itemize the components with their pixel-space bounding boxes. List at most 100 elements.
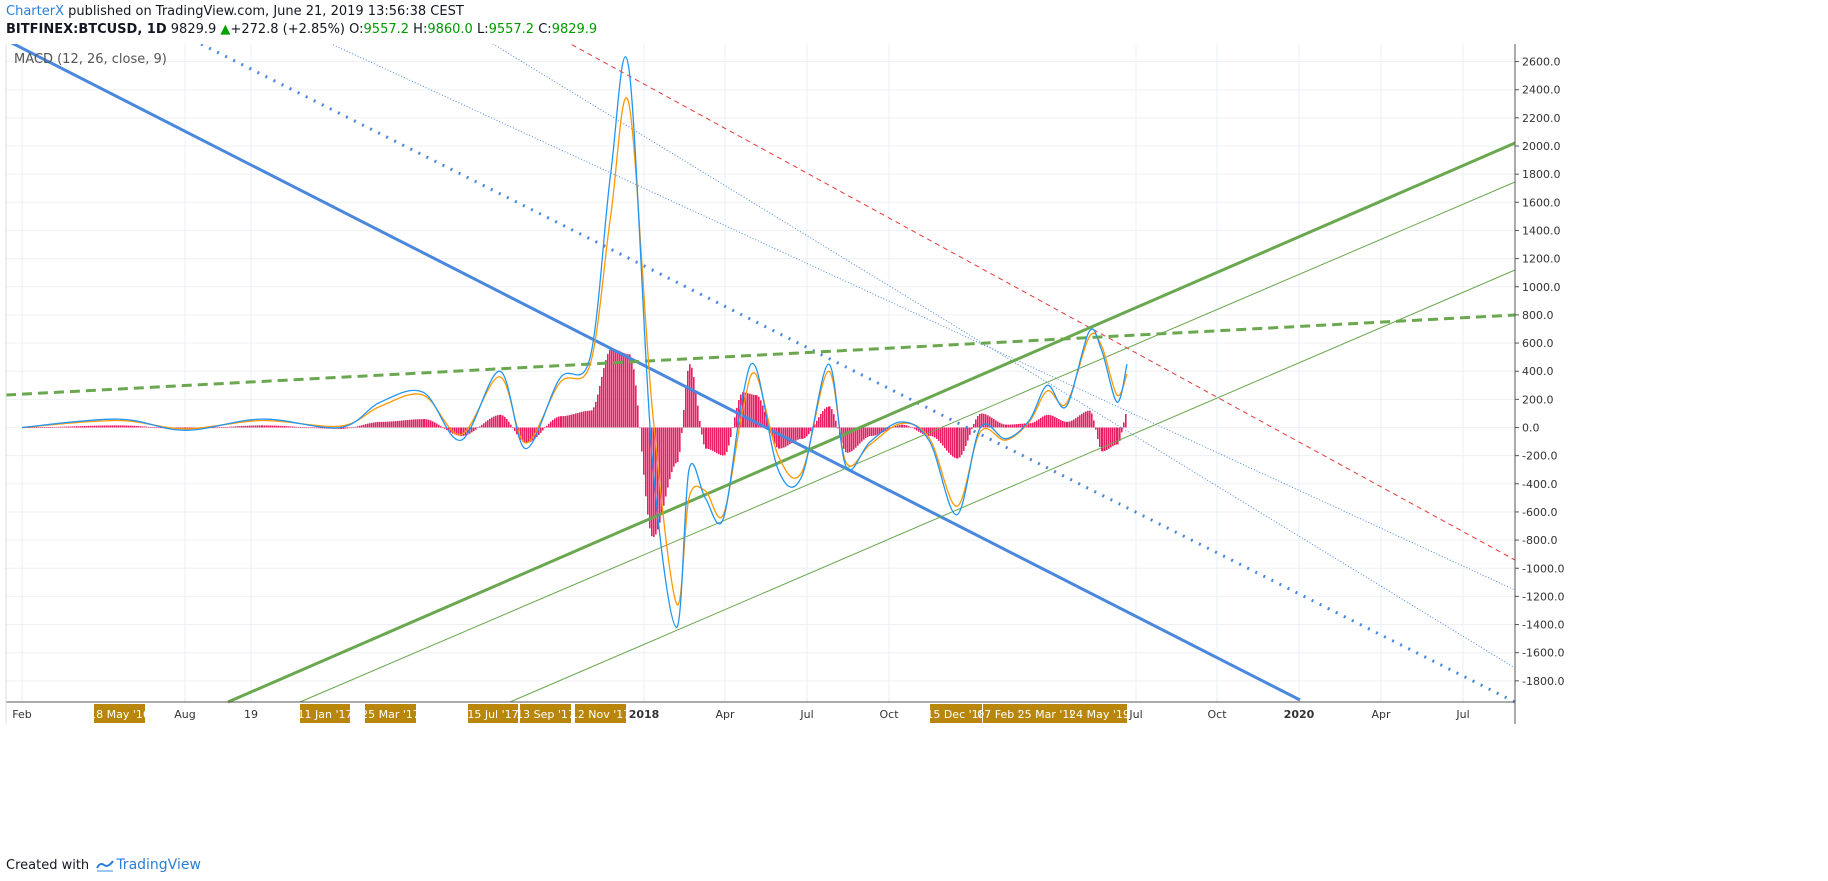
histogram-bar [583,411,585,428]
histogram-bar [479,426,481,428]
green-thin-lower [509,269,1516,703]
histogram-bar [136,426,138,428]
histogram-bar [985,414,987,428]
histogram-bar [94,425,96,428]
histogram-bar [1050,415,1052,428]
histogram-bar [948,427,950,453]
published-text: published on TradingView.com, June 21, 2… [68,4,464,19]
histogram-bar [245,425,247,428]
blue-thin-dotted-mid [492,44,1516,669]
histogram-bar [227,426,229,428]
y-tick-label: -1000.0 [1522,562,1564,575]
histogram-bar [264,425,266,428]
histogram-bar [552,419,554,428]
histogram-bar [1066,421,1068,428]
histogram-bar [58,426,60,428]
histogram-bar [653,427,655,537]
time-scale: Feb Aug 19 2018 Apr Jul Oct Jul Oct 2020 Apr Jul [12,708,1469,721]
histogram-bar [461,427,463,436]
histogram-bar [148,426,150,428]
histogram-bar [663,427,665,506]
histogram-bar [411,419,413,428]
histogram-bar [936,427,938,440]
histogram-bar [100,425,102,428]
histogram-bar [1117,427,1119,445]
histogram-bar [585,411,587,428]
histogram-bar [460,427,462,436]
histogram-bar [789,427,791,445]
y-tick-label: 2400.0 [1522,84,1561,97]
histogram-bar [1044,415,1046,428]
histogram-bar [320,427,322,429]
low-label: L: [476,22,489,37]
histogram-bar [349,427,351,429]
histogram-bar [500,414,502,428]
histogram-bar [918,427,920,432]
histogram-bar [514,427,516,432]
histogram-bar [28,427,30,429]
histogram-bar [506,419,508,428]
histogram-bar [405,420,407,428]
date-labels: 18 May '16 11 Jan '17 25 Mar '17 15 Jul '17… [89,704,1130,723]
histogram-bar [389,421,391,428]
author-link[interactable]: CharterX [6,4,64,19]
histogram-bar [1014,424,1016,428]
histogram-bar [249,425,251,428]
macd-histogram [22,348,1127,537]
histogram-bar [54,426,56,428]
histogram-bar [895,425,897,428]
histogram-bar [1125,413,1127,428]
histogram-bar [681,427,683,433]
histogram-bar [241,426,243,428]
histogram-bar [833,414,835,428]
histogram-bar [708,427,710,450]
histogram-bar [820,413,822,428]
histogram-bar [409,419,411,428]
histogram-bar [689,364,691,428]
histogram-bar [261,425,263,428]
x-tick-label: Apr [1371,708,1391,721]
histogram-bar [593,407,595,428]
histogram-bar [1099,427,1101,447]
histogram-bar [223,427,225,428]
histogram-bar [667,427,669,488]
histogram-bar [983,413,985,428]
histogram-bar [1062,420,1064,428]
histogram-bar [699,420,701,428]
histogram-bar [766,418,768,428]
macd-chart[interactable]: 2600.0 2400.0 2200.0 2000.0 1800.0 1600.0 1400… [0,44,1828,850]
histogram-bar [857,427,859,446]
histogram-bar [577,412,579,428]
histogram-bar [601,376,603,428]
histogram-bar [724,427,726,456]
histogram-bar [432,421,434,428]
tradingview-link[interactable]: TradingView [116,857,201,873]
histogram-bar [989,416,991,428]
histogram-bar [454,427,456,435]
histogram-bar [359,425,361,428]
signal-line [21,97,1128,606]
y-tick-label: 1200.0 [1522,253,1561,266]
histogram-bar [718,427,720,455]
histogram-bar [932,427,934,437]
histogram-bar [434,422,436,428]
histogram-bar [481,424,483,428]
histogram-bar [508,421,510,428]
histogram-bar [375,422,377,428]
histogram-bar [732,427,734,428]
histogram-bar [142,426,144,428]
histogram-bar [308,427,310,429]
histogram-bar [793,427,795,442]
indicator-legend[interactable]: MACD (12, 26, close, 9) [14,52,167,67]
date-label-box [520,704,571,723]
histogram-bar [92,425,94,428]
histogram-bar [637,405,639,428]
close-value: 9829.9 [551,22,598,37]
histogram-bar [1012,424,1014,428]
histogram-bar [993,419,995,428]
histogram-bar [804,427,806,439]
y-tick-label: -600.0 [1522,506,1557,519]
macd-line [21,56,1128,629]
histogram-bar [1106,427,1108,451]
histogram-bar [1077,416,1079,428]
